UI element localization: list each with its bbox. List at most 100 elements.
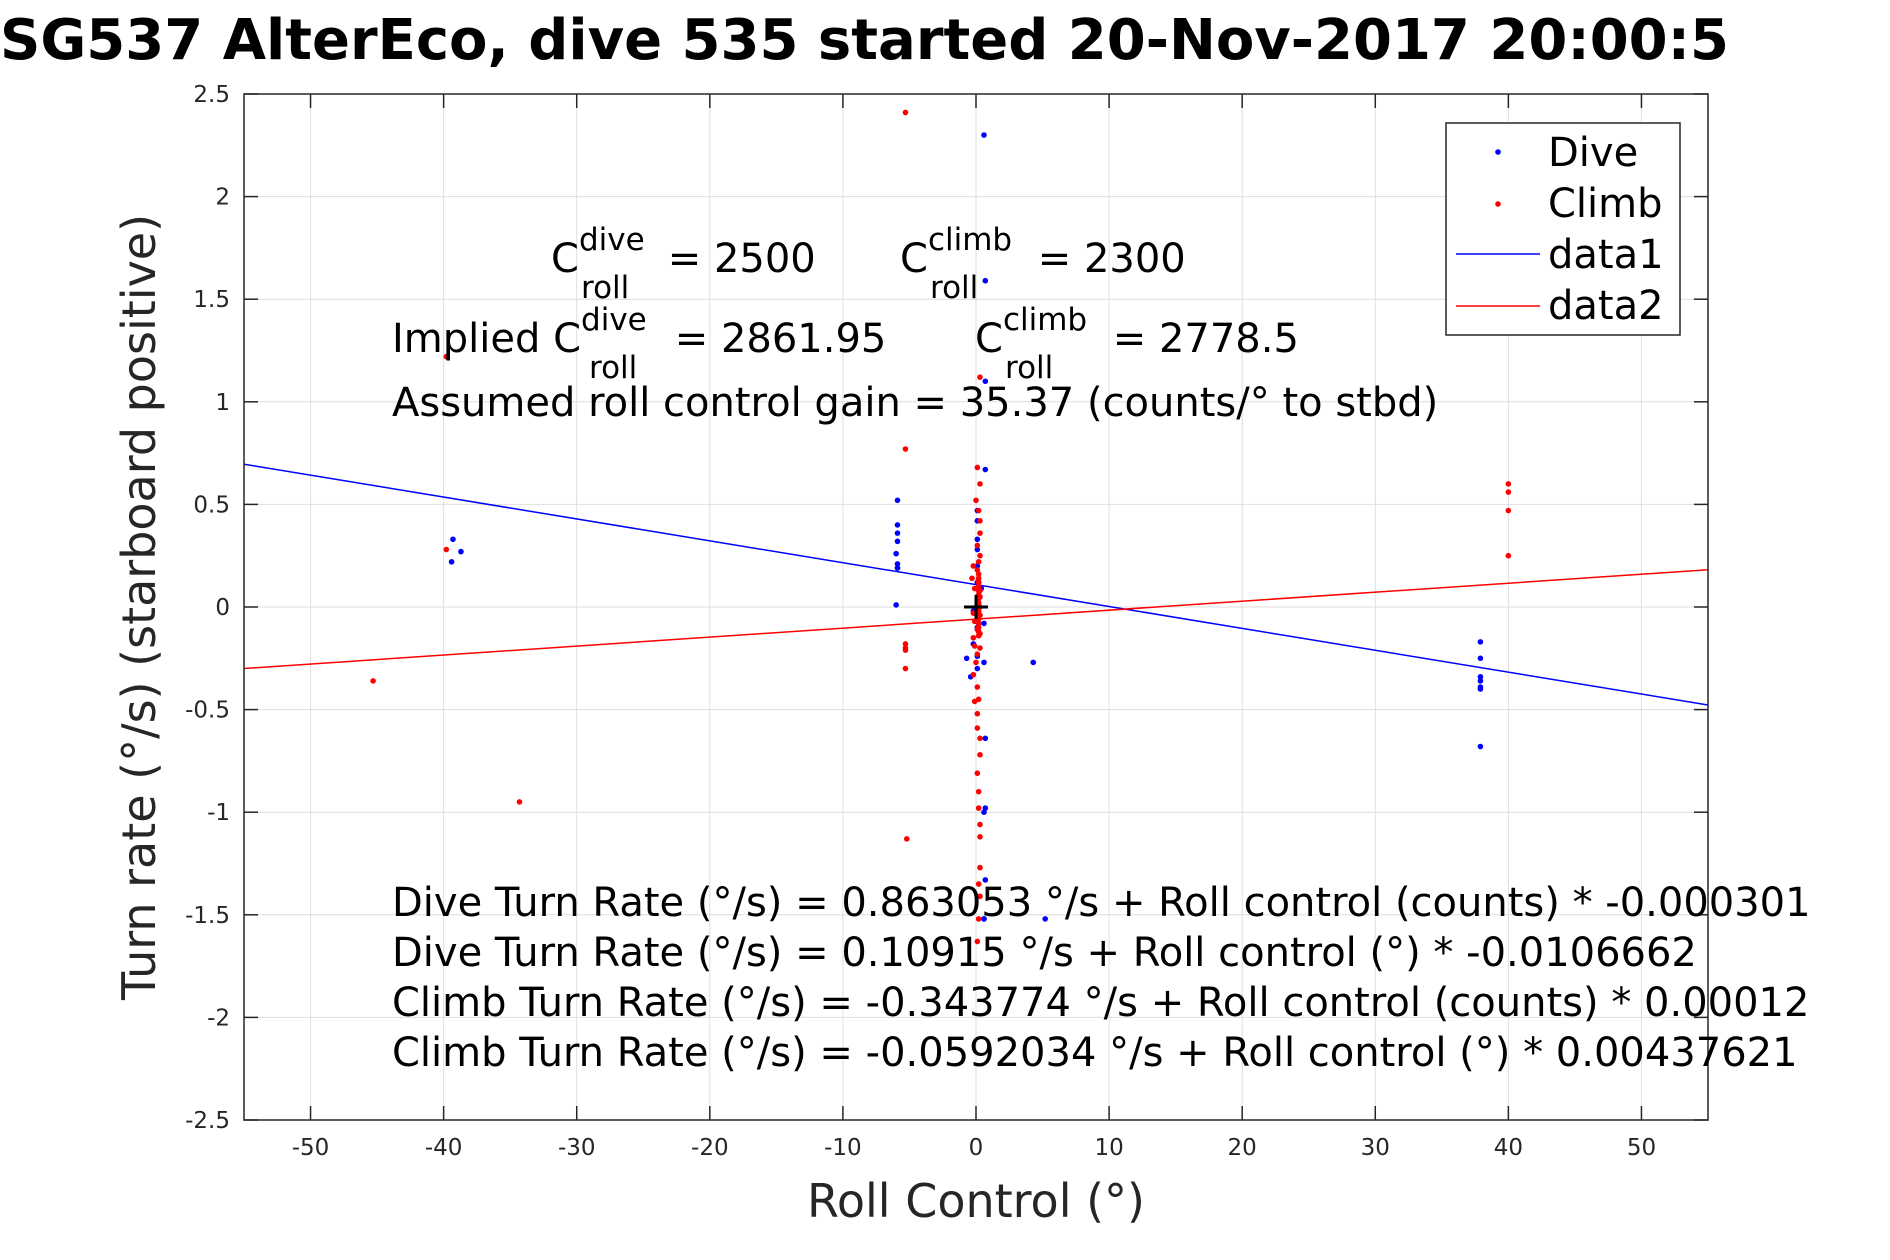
- point-dive: [1477, 673, 1484, 680]
- point-climb: [970, 634, 977, 641]
- point-climb: [975, 587, 982, 594]
- point-climb: [977, 864, 983, 871]
- point-climb: [902, 109, 909, 116]
- point-climb: [974, 725, 981, 731]
- x-tick-labels: -50 -40 -30 -20 -10 0 10 20 30 40 50: [292, 1135, 1656, 1161]
- point-dive: [981, 659, 987, 666]
- y-tick-label: 0.5: [193, 492, 230, 518]
- point-climb: [974, 651, 981, 657]
- point-climb: [973, 659, 979, 666]
- y-tick-label: 0: [215, 595, 230, 621]
- point-dive: [982, 277, 989, 284]
- point-climb: [974, 542, 981, 549]
- point-dive: [893, 550, 899, 557]
- point-climb: [443, 353, 450, 360]
- x-tick-label: -40: [425, 1135, 463, 1161]
- point-climb: [969, 575, 975, 582]
- x-tick-label: 50: [1627, 1135, 1656, 1161]
- point-dive: [894, 522, 901, 528]
- point-climb: [975, 696, 982, 703]
- y-tick-label: 1.5: [193, 287, 230, 313]
- point-climb: [975, 583, 982, 590]
- annotation-c-roll-dive: Cdive roll = 2500: [551, 222, 816, 306]
- point-climb: [975, 579, 982, 586]
- point-climb: [977, 751, 983, 758]
- x-tick-label: 10: [1094, 1135, 1123, 1161]
- point-climb: [973, 497, 979, 504]
- point-climb: [975, 632, 982, 639]
- point-climb: [977, 834, 983, 840]
- point-climb: [977, 645, 983, 651]
- point-dive: [1030, 659, 1037, 666]
- point-climb: [977, 821, 983, 828]
- point-climb: [977, 552, 983, 559]
- annotation-c-roll-climb: Cclimb roll = 2300: [900, 222, 1186, 306]
- point-climb: [975, 620, 982, 627]
- y-tick-labels: -2.5 -2 -1.5 -1 -0.5 0 0.5 1 1.5 2 2.5: [185, 82, 230, 1134]
- x-tick-label: 0: [969, 1135, 984, 1161]
- point-dive: [448, 559, 455, 565]
- point-dive: [963, 655, 970, 662]
- point-dive: [981, 916, 987, 922]
- point-climb: [903, 836, 910, 842]
- annotation-fit-dive-degrees: Dive Turn Rate (°/s) = 0.10915 °/s + Rol…: [392, 930, 1697, 976]
- point-dive: [982, 466, 989, 473]
- annotation-fit-climb-counts: Climb Turn Rate (°/s) = -0.343774 °/s + …: [392, 980, 1809, 1026]
- annotation-implied-dive: Implied Cdive roll = 2861.95: [392, 302, 886, 386]
- legend-box: [1445, 122, 1681, 336]
- point-climb: [975, 559, 982, 565]
- point-climb: [977, 893, 983, 900]
- point-dive: [450, 536, 456, 543]
- point-climb: [902, 665, 909, 672]
- point-climb: [977, 530, 983, 536]
- point-climb: [975, 788, 982, 795]
- point-dive: [458, 548, 464, 555]
- point-dive: [894, 561, 901, 567]
- point-climb: [1505, 481, 1512, 487]
- point-climb: [975, 624, 982, 631]
- point-climb: [902, 647, 909, 653]
- point-climb: [975, 916, 982, 922]
- point-dive: [982, 877, 989, 883]
- point-climb: [975, 571, 982, 577]
- point-dive: [974, 536, 981, 543]
- y-axis-label: Turn rate (°/s) (starboard positive): [112, 214, 166, 1001]
- point-climb: [1505, 489, 1512, 495]
- point-climb: [974, 464, 981, 471]
- point-dive: [974, 665, 981, 672]
- annotation-fit-climb-degrees: Climb Turn Rate (°/s) = -0.0592034 °/s +…: [392, 1030, 1798, 1076]
- x-tick-label: -20: [691, 1135, 729, 1161]
- point-dive: [982, 735, 989, 742]
- annotation-fit-dive-counts: Dive Turn Rate (°/s) = 0.863053 °/s + Ro…: [392, 880, 1811, 926]
- x-tick-label: 40: [1494, 1135, 1523, 1161]
- point-climb: [975, 805, 982, 811]
- annotation-implied-climb: Cclimb roll = 2778.5: [975, 302, 1299, 386]
- point-climb: [974, 770, 981, 777]
- point-dive: [894, 530, 901, 536]
- point-dive: [893, 602, 899, 608]
- point-climb: [977, 518, 983, 524]
- point-dive: [981, 809, 987, 815]
- x-tick-label: -50: [292, 1135, 330, 1161]
- x-tick-label: 30: [1361, 1135, 1390, 1161]
- point-climb: [977, 735, 983, 742]
- y-tick-label: -2.5: [185, 1108, 230, 1134]
- point-climb: [974, 938, 981, 945]
- annotation-gain: Assumed roll control gain = 35.37 (count…: [392, 380, 1438, 426]
- point-dive: [894, 565, 901, 571]
- point-dive: [981, 620, 987, 627]
- plot-frame: [243, 93, 1709, 1121]
- chart-title: SG537 AlterEco, dive 535 started 20-Nov-…: [0, 8, 1729, 73]
- point-dive: [894, 538, 901, 545]
- point-climb: [902, 446, 909, 452]
- y-tick-label: -1: [207, 800, 230, 826]
- point-climb: [974, 710, 981, 717]
- point-dive: [982, 378, 989, 385]
- point-climb: [516, 799, 523, 805]
- point-climb: [975, 881, 982, 887]
- point-climb: [370, 678, 376, 684]
- point-climb: [902, 641, 909, 647]
- point-dive: [1042, 916, 1049, 922]
- point-climb: [974, 684, 981, 690]
